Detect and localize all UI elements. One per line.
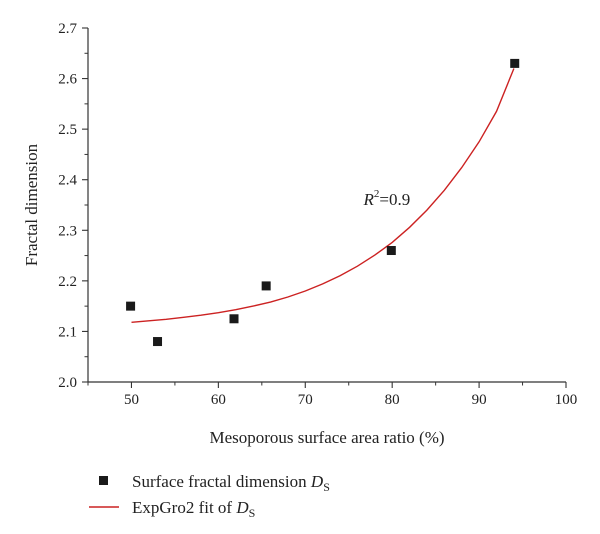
x-tick-label-70: 70 <box>298 392 313 408</box>
y-tick-label-2.0: 2.0 <box>58 375 77 391</box>
tick-labels: 50 60 70 80 90 100 2.0 2.1 2.2 2.3 2.4 2.5 2.6 2.7 <box>58 21 577 408</box>
x-tick-label-50: 50 <box>124 392 139 408</box>
legend-label-1: Surface fractal dimension DS <box>132 472 330 494</box>
legend-item-2: ExpGro2 fit of DS <box>89 498 255 520</box>
legend-label-2: ExpGro2 fit of DS <box>132 498 255 520</box>
y-tick-label-2.3: 2.3 <box>58 223 77 239</box>
y-tick-label-2.7: 2.7 <box>58 21 77 37</box>
x-axis-label: Mesoporous surface area ratio (%) <box>209 428 444 447</box>
data-point-3 <box>229 314 239 324</box>
data-point-1 <box>126 301 136 311</box>
data-point-2 <box>153 337 163 347</box>
legend: Surface fractal dimension DS ExpGro2 fit … <box>89 472 330 520</box>
x-tick-label-90: 90 <box>472 392 487 408</box>
data-point-4 <box>261 281 271 291</box>
y-tick-label-2.2: 2.2 <box>58 274 77 290</box>
x-tick-label-60: 60 <box>211 392 226 408</box>
y-tick-label-2.5: 2.5 <box>58 122 77 138</box>
x-tick-label-80: 80 <box>385 392 400 408</box>
y-tick-label-2.4: 2.4 <box>58 173 77 189</box>
y-tick-label-2.6: 2.6 <box>58 72 77 88</box>
annotations: R2=0.9 <box>362 188 410 209</box>
x-tick-label-100: 100 <box>555 392 578 408</box>
axes <box>87 28 566 383</box>
legend-square-marker <box>99 476 108 485</box>
y-axis-label: Fractal dimension <box>22 143 41 266</box>
fit-curve-line <box>131 68 515 323</box>
data-point-5 <box>386 246 396 256</box>
r-squared-annotation: R2=0.9 <box>362 188 410 209</box>
data-point-6 <box>510 58 520 68</box>
legend-item-1: Surface fractal dimension DS <box>99 472 330 494</box>
series <box>126 58 520 347</box>
ticks <box>82 27 567 388</box>
y-tick-label-2.1: 2.1 <box>58 324 77 340</box>
